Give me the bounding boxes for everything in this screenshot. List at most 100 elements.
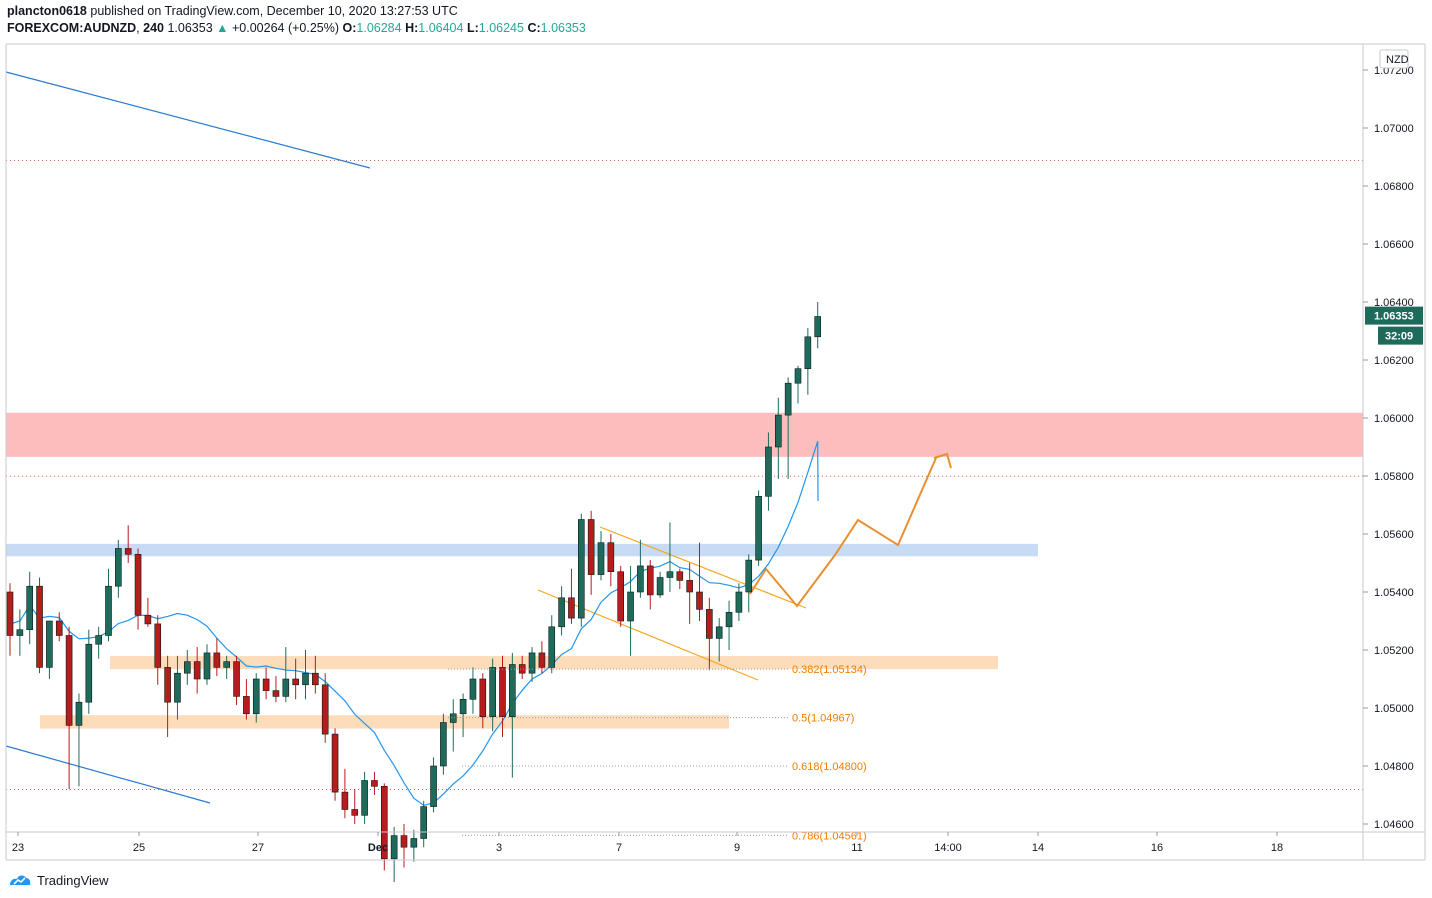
candle-body xyxy=(321,684,329,735)
moving-average-layer xyxy=(9,441,819,807)
fib-label: 0.5(1.04967) xyxy=(792,713,854,725)
price-tick-label: 1.04600 xyxy=(1374,819,1414,831)
candle-body xyxy=(656,577,664,596)
price-tick-label: 1.06000 xyxy=(1374,413,1414,425)
zone-support xyxy=(6,543,1038,557)
candle-body xyxy=(55,620,63,636)
candle-body xyxy=(814,316,822,338)
countdown-badge xyxy=(1378,326,1423,345)
candle-body xyxy=(676,571,684,581)
time-tick-label: 18 xyxy=(1271,842,1283,854)
candle-body xyxy=(252,678,260,715)
candle-body xyxy=(430,765,437,807)
zone-resistance xyxy=(6,412,1363,457)
candle-body xyxy=(794,368,802,384)
close-label: C: xyxy=(527,21,541,35)
candle-body xyxy=(577,519,585,619)
publish-info: plancton0618 published on TradingView.co… xyxy=(7,4,458,18)
price-tick-label: 1.06800 xyxy=(1374,181,1414,193)
symbol-name[interactable]: FOREXCOM:AUDNZD xyxy=(7,21,137,35)
price-tick-label: 1.06200 xyxy=(1374,355,1414,367)
candle-body xyxy=(272,690,280,697)
close-value: 1.06353 xyxy=(540,21,586,35)
time-axis-layer: 23 25 27 Dec 3 7 9 11 14:00 14 16 18 xyxy=(6,831,1425,861)
candle-body xyxy=(548,626,556,668)
last-price: 1.06353 xyxy=(167,21,213,35)
candle-body xyxy=(725,611,733,628)
candle-body xyxy=(449,713,457,723)
candle-body xyxy=(646,565,654,596)
published-text: published on TradingView.com, December 1… xyxy=(90,4,458,18)
candle-body xyxy=(755,495,762,561)
tradingview-footer[interactable]: TradingView xyxy=(8,871,109,889)
candle-body xyxy=(627,591,634,622)
projection-arrowhead xyxy=(933,452,952,469)
fib-label: 0.786(1.04561) xyxy=(792,830,867,842)
interval-label[interactable]: 240 xyxy=(143,21,164,35)
tradingview-logo-icon xyxy=(10,875,31,885)
moving-average-line xyxy=(9,441,819,807)
candle-body xyxy=(95,635,102,645)
trendline-lower xyxy=(5,745,211,804)
symbol-info: FOREXCOM:AUDNZD, 240 1.06353 ▲ +0.00264 … xyxy=(7,21,586,35)
candle-body xyxy=(745,559,753,593)
triangle-up-icon: ▲ xyxy=(216,21,229,35)
open-value: 1.06284 xyxy=(356,21,402,35)
time-tick-label: 7 xyxy=(616,842,622,854)
low-label: L: xyxy=(466,21,479,35)
candle-body xyxy=(164,667,171,703)
candle-body xyxy=(75,701,83,726)
price-tick-label: 1.05200 xyxy=(1374,645,1414,657)
price-tick-label: 1.05600 xyxy=(1374,529,1414,541)
candle-body xyxy=(85,643,93,703)
price-tick-label: 1.05800 xyxy=(1374,471,1414,483)
candle-body xyxy=(538,652,546,668)
candle-body xyxy=(154,623,162,668)
candle-body xyxy=(174,672,181,703)
price-change: +0.00264 (+0.25%) xyxy=(232,21,340,35)
candle-body xyxy=(597,542,605,575)
price-tick-label: 1.06400 xyxy=(1374,297,1414,309)
currency-label: NZD xyxy=(1386,54,1409,66)
author-name[interactable]: plancton0618 xyxy=(7,4,87,18)
candle-body xyxy=(420,806,428,839)
dotted-levels-layer xyxy=(6,159,1363,790)
candle-body xyxy=(686,580,693,593)
channel-upper-line xyxy=(599,526,807,609)
current-price-label: 1.06353 xyxy=(1374,311,1414,323)
candle-body xyxy=(380,785,388,860)
candle-body xyxy=(558,597,565,628)
low-value: 1.06245 xyxy=(478,21,524,35)
candle-body xyxy=(804,336,812,369)
candle-body xyxy=(489,667,496,718)
zone-fib-05 xyxy=(40,715,729,729)
candle-body xyxy=(36,585,43,668)
price-tick-label: 1.06600 xyxy=(1374,239,1414,251)
candle-body xyxy=(479,678,487,718)
candle-body xyxy=(144,614,152,625)
candle-body xyxy=(371,780,378,787)
price-tick-label: 1.04800 xyxy=(1374,761,1414,773)
candle-body xyxy=(105,585,112,636)
candle-body xyxy=(440,722,447,767)
candle-body xyxy=(65,635,73,726)
candle-body xyxy=(6,591,14,636)
trendline-upper xyxy=(5,71,371,169)
current-price-badge xyxy=(1365,306,1423,325)
candle-body xyxy=(233,661,240,697)
candle-body xyxy=(509,664,516,718)
fib-label: 0.618(1.04800) xyxy=(792,761,867,773)
candle-body xyxy=(341,791,349,810)
candle-body xyxy=(302,672,309,686)
time-tick-label: 11 xyxy=(851,842,862,854)
candle-body xyxy=(666,571,674,578)
candle-body xyxy=(134,553,142,616)
candle-body xyxy=(469,678,477,700)
candle-body xyxy=(617,571,625,622)
candle-body xyxy=(774,414,782,448)
candle-body xyxy=(331,733,339,793)
candle-body xyxy=(184,661,191,674)
candle-body xyxy=(213,652,221,668)
candle-body xyxy=(459,698,467,715)
